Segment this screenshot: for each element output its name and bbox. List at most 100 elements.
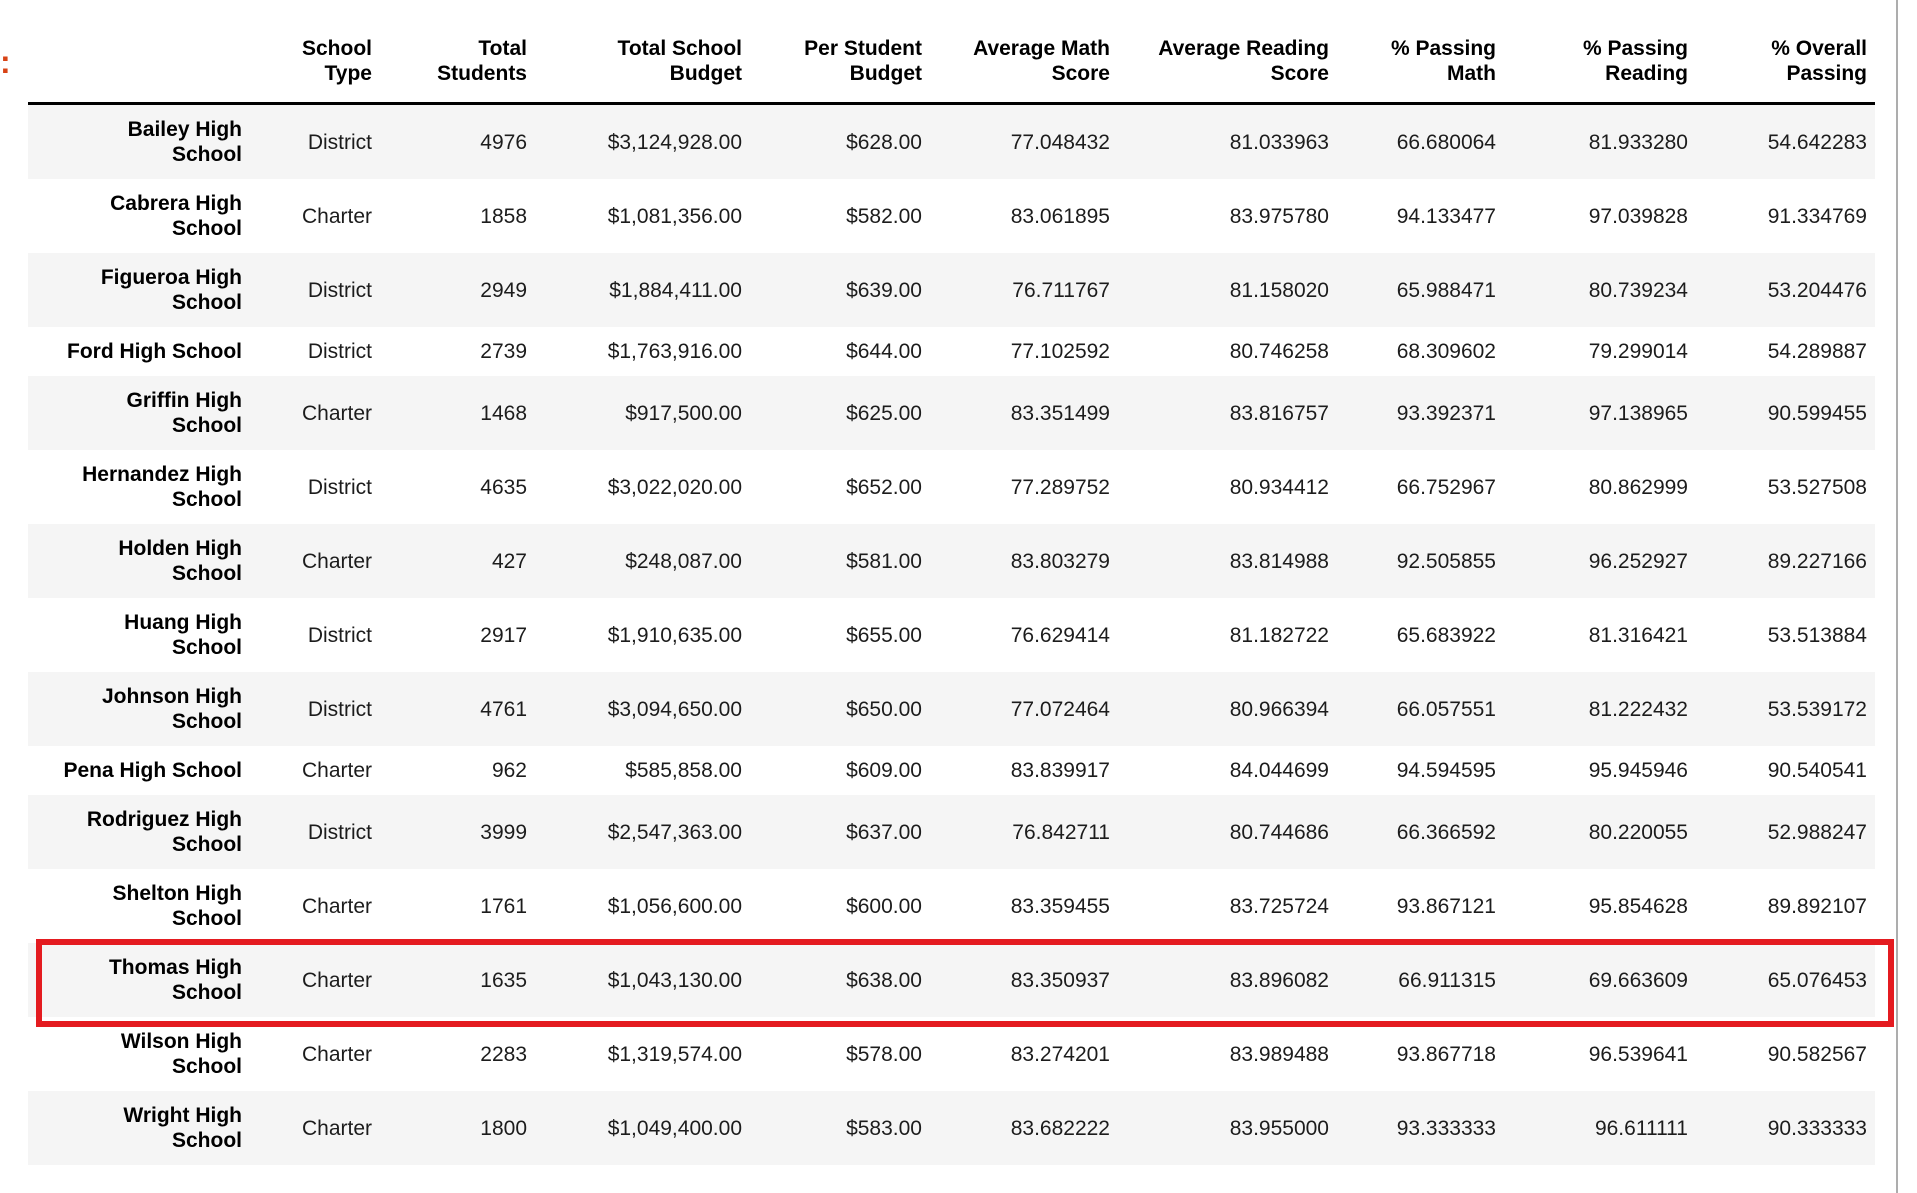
table-row: Ford High School District 2739 $1,763,916.0… [28, 327, 1875, 376]
cell: $637.00 [846, 820, 922, 844]
cell: $2,547,363.00 [607, 820, 742, 844]
cell: 53.539172 [1767, 697, 1867, 721]
cell: 83.975780 [1229, 204, 1329, 228]
cell: 97.138965 [1588, 401, 1688, 425]
dataframe-output: School Type Total Students Total School Bu… [28, 30, 1875, 1165]
cell: 90.333333 [1767, 1116, 1867, 1140]
cell: 2739 [480, 340, 527, 363]
cell: $650.00 [846, 697, 922, 721]
column-header: % Passing Math [1337, 30, 1504, 105]
cell: $581.00 [846, 549, 922, 573]
cell: 96.252927 [1588, 549, 1688, 573]
cell: 3999 [480, 820, 527, 844]
cell: 77.072464 [1010, 697, 1110, 721]
cell: 83.682222 [1010, 1116, 1110, 1140]
cell: $578.00 [846, 1042, 922, 1066]
column-header: % Passing Reading [1504, 30, 1696, 105]
cell: 80.746258 [1229, 340, 1329, 363]
cell: 66.752967 [1396, 475, 1496, 499]
cell: 83.816757 [1229, 401, 1329, 425]
row-index-school-name: Johnson High School [102, 685, 242, 733]
cell: 66.680064 [1396, 130, 1496, 154]
cell: District [307, 278, 372, 302]
cell: 1800 [480, 1116, 527, 1140]
cell: 92.505855 [1396, 549, 1496, 573]
cell: 77.102592 [1010, 340, 1110, 363]
cell: 2917 [480, 623, 527, 647]
cell: District [307, 130, 372, 154]
cell: $655.00 [846, 623, 922, 647]
cell: 80.966394 [1229, 697, 1329, 721]
table-row: Johnson High School District 4761 $3,094,65… [28, 672, 1875, 746]
table-row: Bailey High School District 4976 $3,124,928… [28, 103, 1875, 179]
column-header: Total School Budget [535, 30, 750, 105]
cell: District [307, 820, 372, 844]
cell: 81.933280 [1588, 130, 1688, 154]
row-index-school-name: Wilson High School [120, 1030, 242, 1078]
cell: 94.594595 [1396, 759, 1496, 782]
cell: 65.076453 [1767, 968, 1867, 992]
cell: 1635 [480, 968, 527, 992]
cell: Charter [301, 549, 372, 573]
column-header: Total Students [380, 30, 535, 105]
cell: 69.663609 [1588, 968, 1688, 992]
table-row: Griffin High School Charter 1468 $917,500.0… [28, 376, 1875, 450]
cell: 83.351499 [1010, 401, 1110, 425]
cell: 1858 [480, 204, 527, 228]
table-row: Wilson High School Charter 2283 $1,319,574.… [28, 1017, 1875, 1091]
table-row: Rodriguez High School District 3999 $2,547,… [28, 795, 1875, 869]
cell: 83.955000 [1229, 1116, 1329, 1140]
cell: 97.039828 [1588, 204, 1688, 228]
cell: 96.611111 [1594, 1116, 1688, 1140]
row-index-school-name: Figueroa High School [100, 266, 242, 314]
cell: 90.540541 [1767, 759, 1867, 782]
cell: 80.862999 [1588, 475, 1688, 499]
row-index-school-name: Hernandez High School [82, 463, 242, 511]
cell: 77.048432 [1010, 130, 1110, 154]
cell: $582.00 [846, 204, 922, 228]
cell: $609.00 [846, 759, 922, 782]
cell: $917,500.00 [625, 401, 742, 425]
cell: 83.839917 [1010, 759, 1110, 782]
cell: 68.309602 [1396, 340, 1496, 363]
cell: 2283 [480, 1042, 527, 1066]
table-row: Thomas High School Charter 1635 $1,043,130.… [28, 943, 1875, 1017]
cell: $1,043,130.00 [607, 968, 742, 992]
cell: 81.182722 [1229, 623, 1329, 647]
cell: 4635 [480, 475, 527, 499]
cell: 427 [491, 549, 527, 573]
cell: 79.299014 [1588, 340, 1688, 363]
cell: $639.00 [846, 278, 922, 302]
cell: 93.867121 [1396, 894, 1496, 918]
cell: 83.274201 [1010, 1042, 1110, 1066]
cell: 90.599455 [1767, 401, 1867, 425]
cell: 83.896082 [1229, 968, 1329, 992]
row-index-school-name: Shelton High School [112, 882, 243, 930]
column-header: School Type [250, 30, 380, 105]
output-prompt-colon: : [0, 44, 11, 80]
cell: $1,081,356.00 [607, 204, 742, 228]
cell: 65.683922 [1396, 623, 1496, 647]
cell: 66.366592 [1396, 820, 1496, 844]
row-index-school-name: Griffin High School [126, 389, 242, 437]
cell: $638.00 [846, 968, 922, 992]
table-row: Holden High School Charter 427 $248,087.00 $… [28, 524, 1875, 598]
cell: 83.350937 [1010, 968, 1110, 992]
cell: 95.945946 [1588, 759, 1688, 782]
cell: 93.392371 [1396, 401, 1496, 425]
cell: 94.133477 [1396, 204, 1496, 228]
cell: 962 [491, 759, 527, 782]
row-index-school-name: Rodriguez High School [86, 808, 242, 856]
row-index-school-name: Bailey High School [127, 118, 242, 166]
column-header: % Overall Passing [1696, 30, 1875, 105]
cell: $1,884,411.00 [609, 278, 742, 302]
cell: District [307, 697, 372, 721]
cell: 91.334769 [1767, 204, 1867, 228]
table-body: Bailey High School District 4976 $3,124,928… [28, 103, 1875, 1165]
schools-summary-table: School Type Total Students Total School Bu… [28, 30, 1875, 1165]
row-index-school-name: Cabrera High School [110, 192, 242, 240]
cell: 83.359455 [1010, 894, 1110, 918]
cell: 84.044699 [1229, 759, 1329, 782]
cell: $583.00 [846, 1116, 922, 1140]
cell: 80.744686 [1229, 820, 1329, 844]
